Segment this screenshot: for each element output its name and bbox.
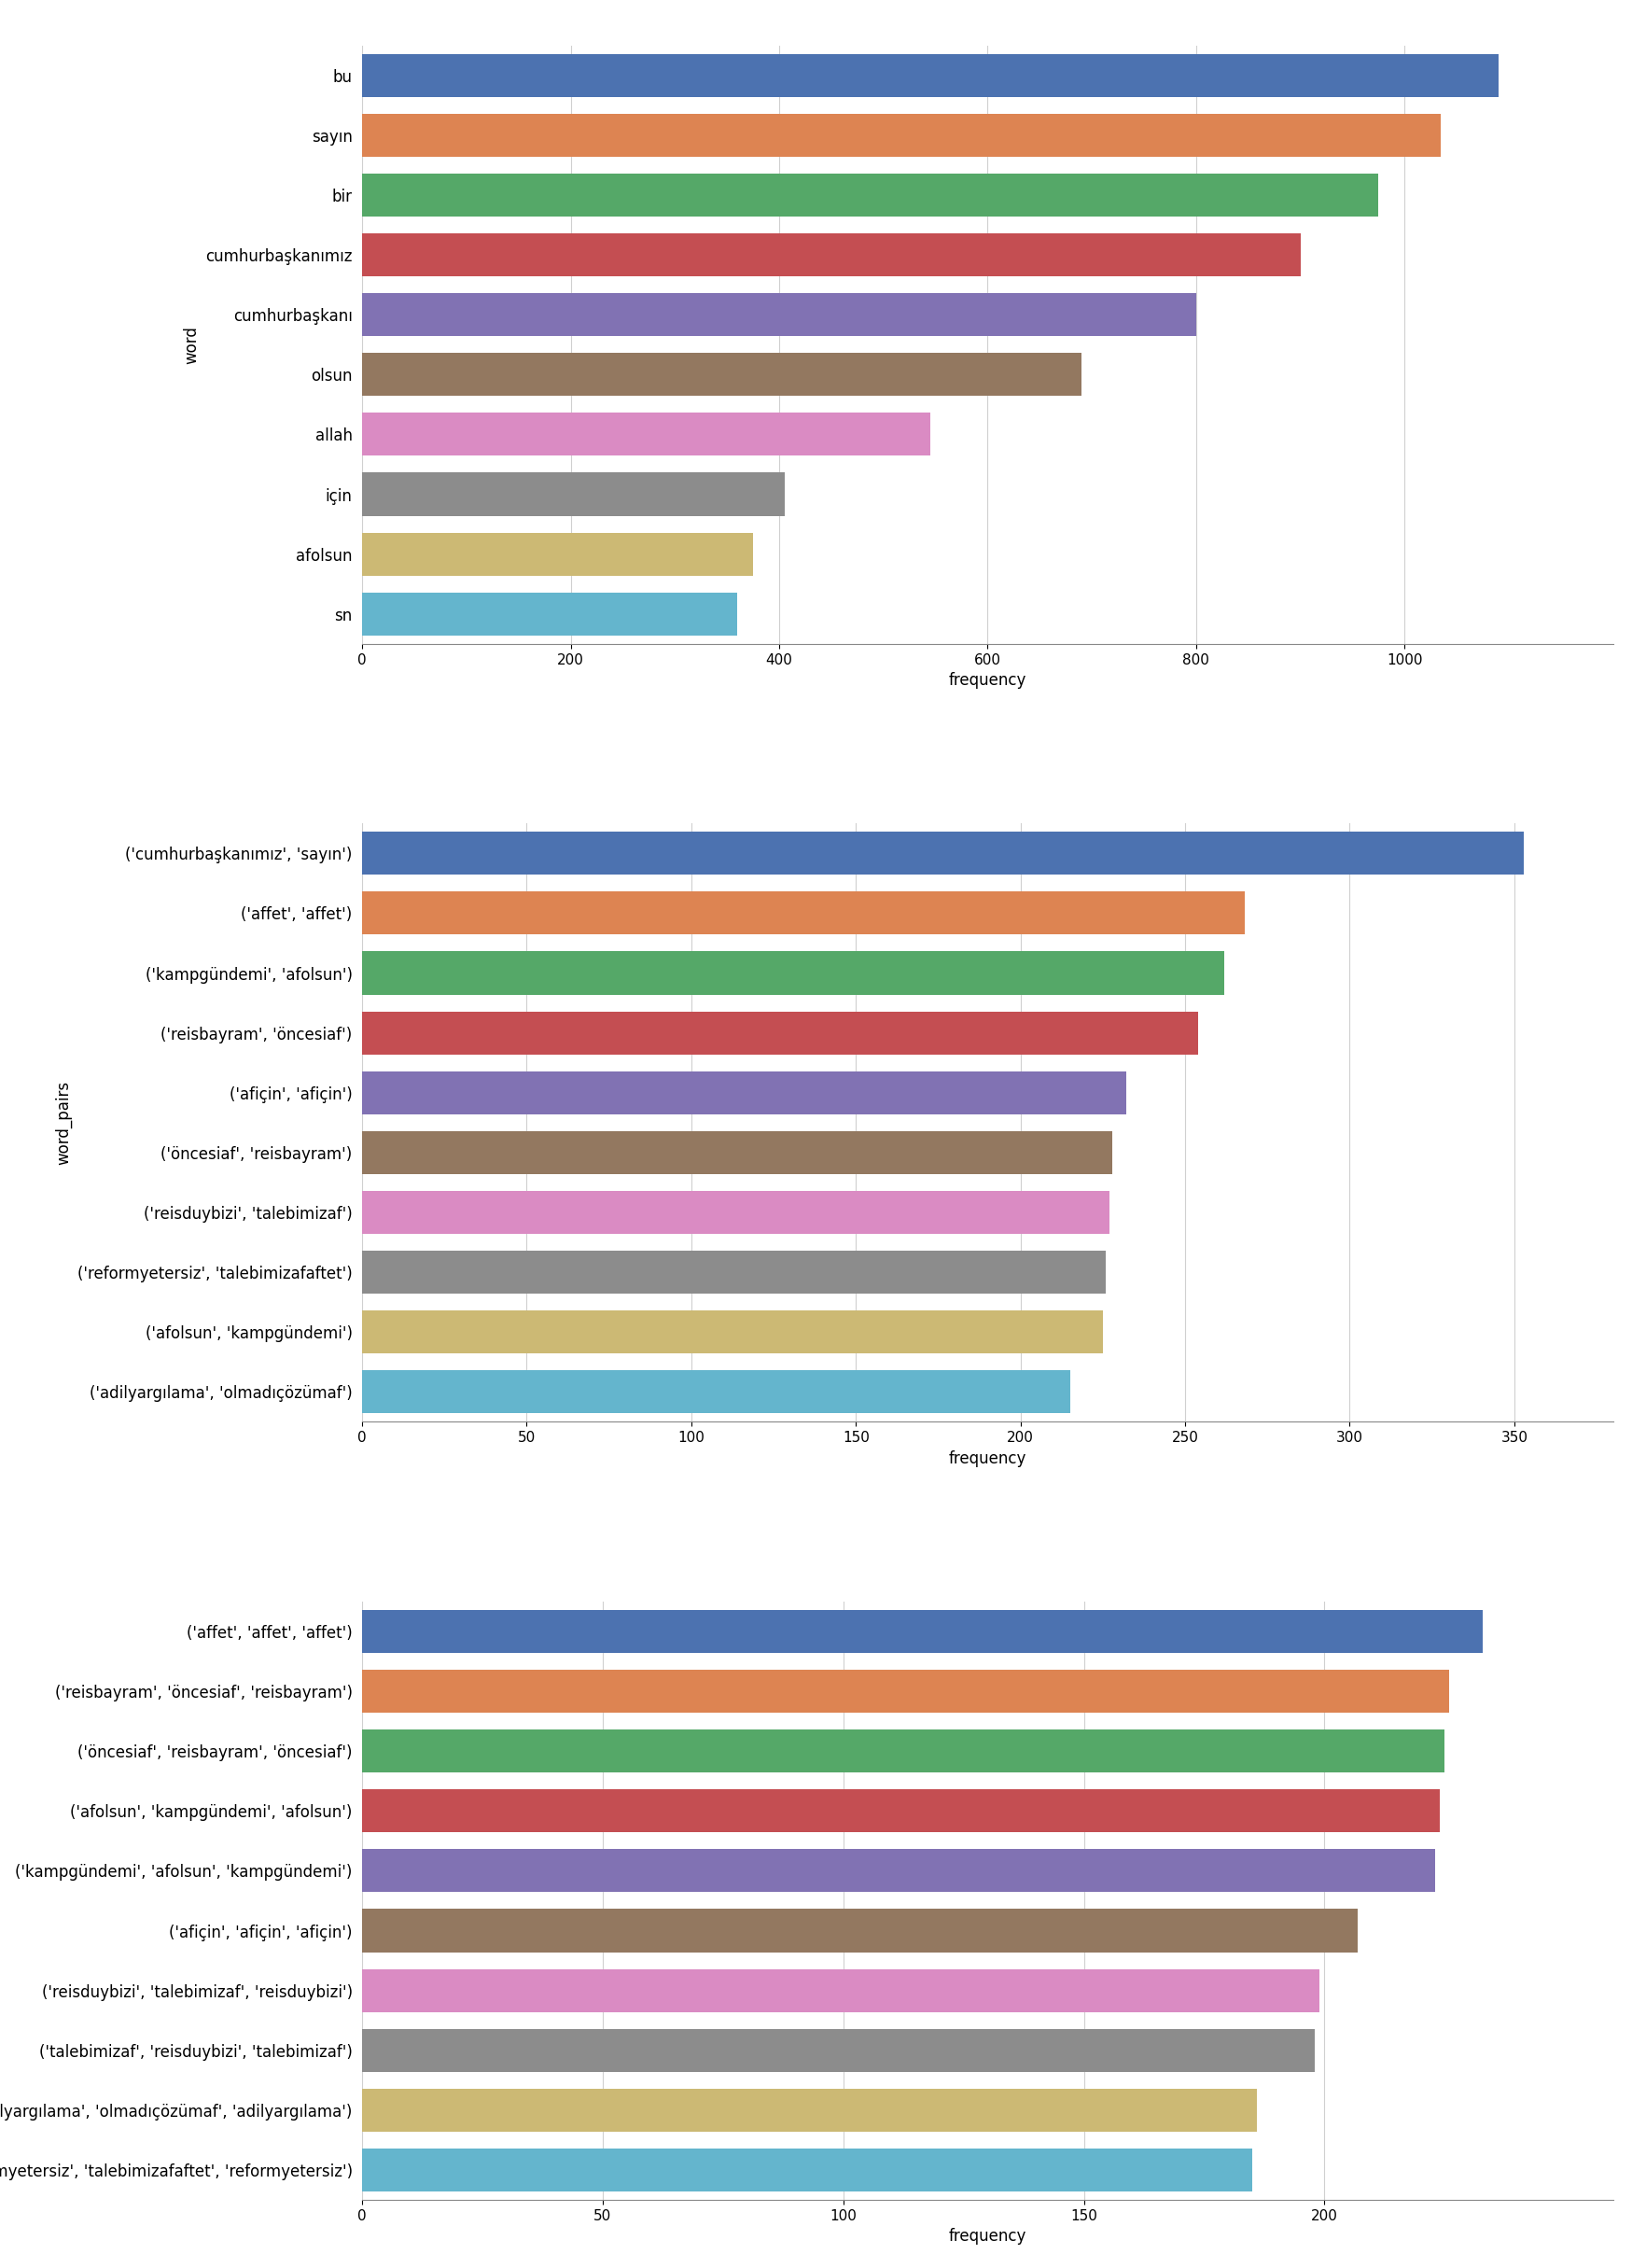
Bar (362, 533, 754, 576)
Y-axis label: word: word (183, 327, 201, 363)
Bar (362, 234, 1300, 277)
Bar (362, 354, 1081, 397)
Bar (362, 1311, 1103, 1354)
Bar (362, 1789, 1440, 1833)
Bar (362, 1610, 1483, 1653)
Bar (362, 1969, 1320, 2012)
Bar (362, 472, 785, 515)
Bar (362, 832, 1524, 875)
X-axis label: frequency: frequency (948, 671, 1027, 689)
Bar (362, 953, 1225, 996)
Bar (362, 1848, 1435, 1892)
Bar (362, 2030, 1315, 2073)
Bar (362, 1250, 1106, 1293)
Bar (362, 1012, 1198, 1055)
Bar (362, 891, 1244, 934)
Bar (362, 1132, 1113, 1175)
Bar (362, 1910, 1358, 1953)
Bar (362, 293, 1197, 336)
Bar (362, 1669, 1450, 1712)
Bar (362, 54, 1498, 98)
Bar (362, 1070, 1126, 1114)
X-axis label: frequency: frequency (948, 2227, 1027, 2245)
Bar (362, 2148, 1253, 2191)
Bar (362, 592, 737, 635)
Bar (362, 1730, 1445, 1774)
Bar (362, 2089, 1258, 2132)
Bar (362, 113, 1442, 156)
Bar (362, 1370, 1070, 1413)
Bar (362, 172, 1379, 215)
Y-axis label: word_pairs: word_pairs (54, 1080, 72, 1166)
X-axis label: frequency: frequency (948, 1449, 1027, 1467)
Bar (362, 1191, 1109, 1234)
Bar (362, 413, 930, 456)
